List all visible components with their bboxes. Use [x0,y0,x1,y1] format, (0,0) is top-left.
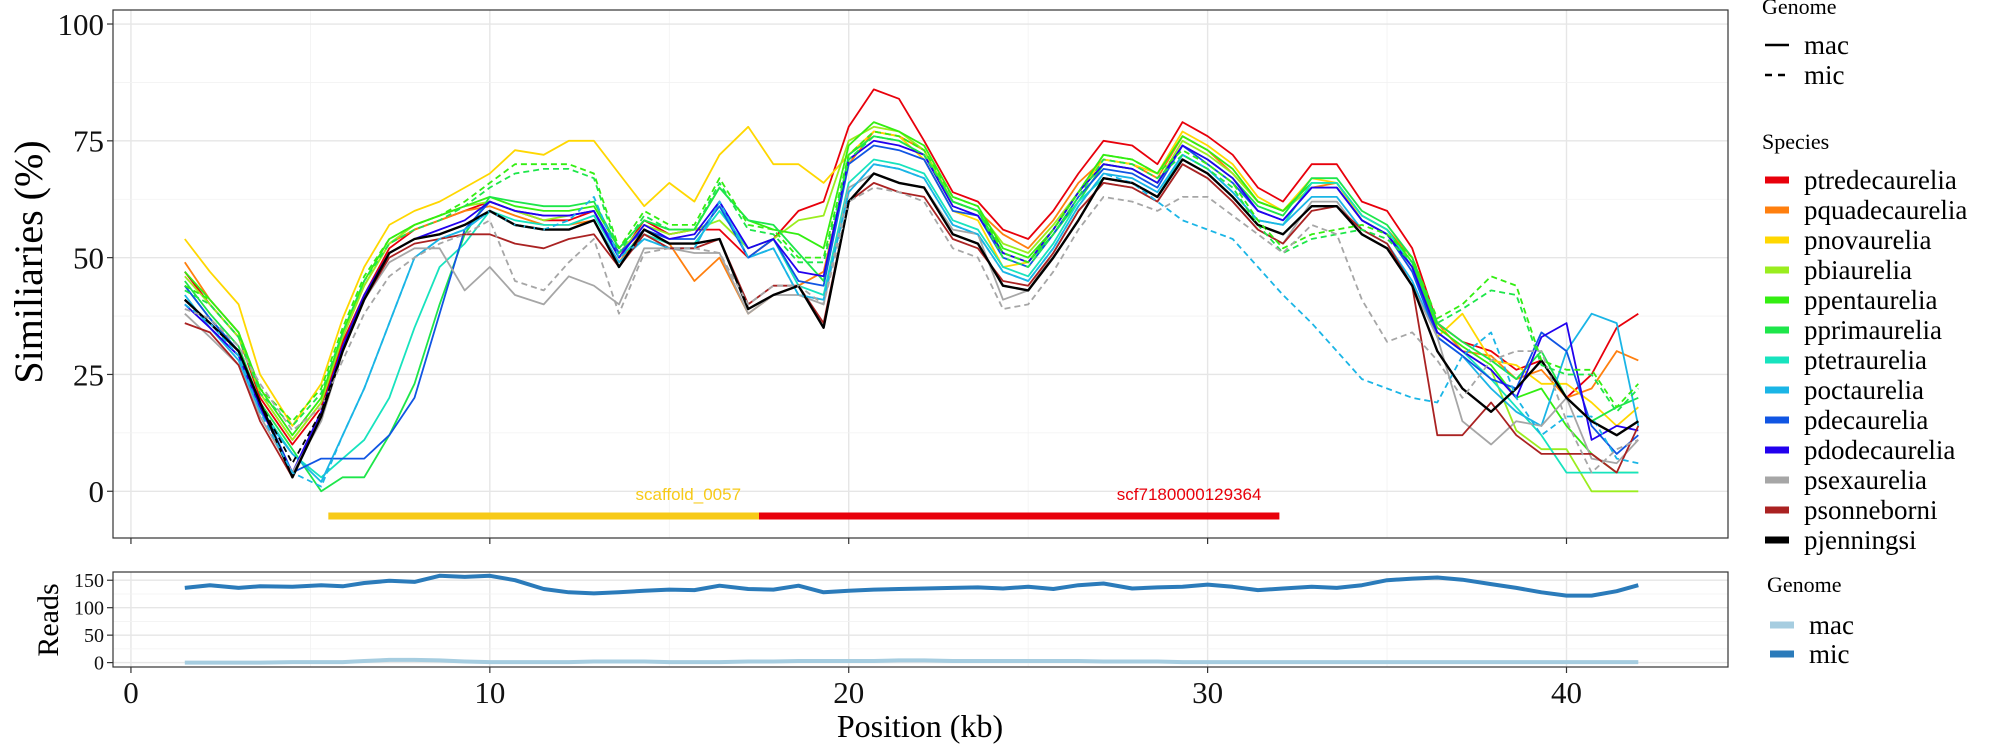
reads-y-axis-title: Reads [32,583,65,656]
reads-series-mac [184,657,1639,665]
legend-label-reads-mac: mac [1809,610,1854,640]
similarity-series [183,88,1640,493]
legend-label-pdodecaurelia: pdodecaurelia [1804,435,1955,465]
y-tick-label: 150 [74,570,104,592]
scaffold-label: scf7180000129364 [1117,485,1262,504]
legend-label-pjenningsi: pjenningsi [1804,525,1917,555]
series-poctaurelia-mic [184,163,1639,488]
legend-label-mac: mac [1804,30,1849,60]
x-tick-label: 20 [833,675,864,710]
y-tick-label: 25 [73,357,104,392]
similarity-grid [113,10,1728,538]
series-pprimaurelia-mic [184,135,1639,427]
legend-label-pdecaurelia: pdecaurelia [1804,405,1928,435]
scaffold-annotations: scaffold_0057 scf7180000129364 [328,485,1280,520]
x-axis-title: Position (kb) [837,708,1003,744]
y-tick-label: 75 [73,124,104,159]
x-tick-label: 40 [1551,675,1582,710]
y-tick-label: 50 [84,625,104,647]
legend-label-pprimaurelia: pprimaurelia [1804,315,1942,345]
legend-title-species: Species [1762,129,1829,154]
reads-panel: 0 50 100 150 0 10 20 30 40 Reads Position (kb) [32,570,1729,744]
legend-label-poctaurelia: poctaurelia [1804,375,1924,405]
reads-plot-border [112,571,1729,668]
scaffold-label: scaffold_0057 [635,485,741,504]
legend-label-pquadecaurelia: pquadecaurelia [1804,195,1967,225]
similarity-y-axis: 0 25 50 75 100 [58,7,113,509]
legend-label-reads-mic: mic [1809,639,1850,669]
series-pquadecaurelia-mac [184,130,1639,441]
y-tick-label: 0 [89,474,105,509]
x-axis: 0 10 20 30 40 [123,667,1582,710]
reads-y-axis: 0 50 100 150 [74,570,113,675]
y-tick-label: 100 [74,598,104,620]
legend-species: Species ptredecaureliapquadecaureliapnova… [1762,129,1967,555]
legend-title-reads-genome: Genome [1767,572,1842,597]
reads-series-mic [184,573,1639,598]
series-psonneborni-mac [184,163,1640,479]
legend-label-psonneborni: psonneborni [1804,495,1937,525]
y-tick-label: 100 [58,7,105,42]
legend-label-pbiaurelia: pbiaurelia [1804,255,1912,285]
legend-label-ptredecaurelia: ptredecaurelia [1804,165,1957,195]
y-tick-label: 50 [73,240,104,275]
legend-label-ppentaurelia: ppentaurelia [1804,285,1937,315]
similarity-plot-border [112,9,1729,539]
legend-label-pnovaurelia: pnovaurelia [1804,225,1931,255]
x-tick-label: 30 [1192,675,1223,710]
series-pjenningsi-mic [184,158,1639,465]
x-tick-label: 0 [123,675,139,710]
x-tick-label: 10 [474,675,505,710]
similarity-y-axis-title: Similiaries (%) [6,140,51,383]
y-tick-label: 0 [94,653,104,675]
reads-series [184,573,1639,665]
similarity-panel: scaffold_0057 scf7180000129364 0 25 50 75 100… [6,7,1729,544]
legend-label-psexaurelia: psexaurelia [1804,465,1927,495]
series-pdecaurelia-mac [184,144,1639,474]
series-ptetraurelia-mac [184,153,1639,479]
series-pprimaurelia-mac [184,135,1639,493]
legend-title-genome: Genome [1762,0,1837,19]
series-ppentaurelia-mac [184,121,1639,474]
legend-label-mic: mic [1804,60,1845,90]
similarity-x-axis-ticks [130,538,1568,544]
legend-label-ptetraurelia: ptetraurelia [1804,345,1927,375]
